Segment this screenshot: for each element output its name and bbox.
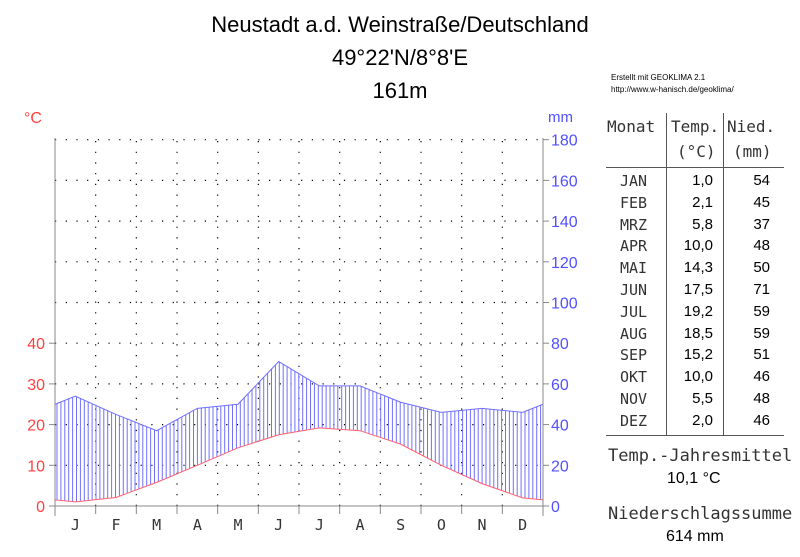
row-temp: 15,2: [683, 346, 713, 364]
row-prec: 48: [753, 390, 770, 407]
right-tick-label: 160: [551, 173, 578, 190]
right-tick-label: 60: [551, 377, 569, 394]
row-month: JUL: [620, 302, 648, 321]
row-temp: 5,8: [692, 215, 713, 233]
row-temp: 5,5: [692, 390, 713, 407]
row-temp: 2,1: [692, 193, 713, 211]
row-month: FEB: [620, 193, 648, 212]
row-prec: 59: [753, 302, 770, 320]
row-prec: 46: [753, 368, 770, 386]
annual-prec-label: Niederschlagssumme: [608, 504, 793, 524]
left-tick-label: 30: [27, 377, 45, 394]
right-tick-label: 140: [551, 214, 578, 231]
right-tick-label: 40: [551, 418, 569, 435]
table-divider: [723, 113, 724, 435]
row-temp: 14,3: [683, 259, 713, 277]
row-month: JUN: [620, 281, 648, 299]
annual-prec-value: 614 mm: [666, 528, 724, 545]
left-tick-label: 10: [27, 458, 45, 475]
header-prec: Nied.: [727, 117, 776, 136]
station-name: Neustadt a.d. Weinstraße/Deutschland: [211, 12, 589, 37]
month-label: F: [111, 516, 120, 534]
right-axis-unit: mm: [548, 109, 573, 126]
month-label: M: [152, 516, 161, 534]
credit-url: http://www.w-hanisch.de/geoklima/: [611, 85, 734, 94]
month-label: J: [315, 516, 324, 534]
left-axis-unit: °C: [24, 110, 42, 127]
month-label: D: [518, 516, 527, 534]
row-month: APR: [620, 237, 648, 256]
month-label: A: [193, 516, 202, 534]
right-tick-label: 100: [551, 296, 578, 313]
row-prec: 71: [753, 281, 770, 298]
row-prec: 54: [753, 172, 770, 189]
month-label: N: [477, 516, 486, 534]
header-temp-unit: (°C): [677, 142, 716, 161]
row-prec: 46: [753, 411, 770, 429]
station-coordinates: 49°22'N/8°8'E: [331, 45, 469, 70]
row-prec: 50: [753, 259, 770, 277]
month-label: O: [437, 516, 446, 534]
right-tick-label: 180: [551, 133, 578, 150]
precipitation-line: [54, 360, 544, 432]
row-month: AUG: [620, 324, 648, 343]
left-tick-label: 20: [27, 418, 45, 435]
row-month: DEZ: [620, 411, 648, 430]
table-divider: [666, 113, 667, 435]
table-divider: [606, 167, 784, 168]
row-prec: 45: [753, 193, 770, 211]
month-label: M: [233, 516, 242, 534]
row-temp: 19,2: [683, 302, 713, 320]
month-label: A: [355, 516, 364, 534]
row-temp: 17,5: [683, 281, 713, 298]
row-month: SEP: [620, 346, 648, 365]
left-tick-label: 40: [27, 336, 45, 353]
annual-temp-label: Temp.-Jahresmittel: [608, 446, 793, 466]
row-month: MAI: [620, 259, 648, 278]
row-temp: 18,5: [683, 324, 713, 342]
row-temp: 1,0: [692, 172, 713, 189]
row-temp: 10,0: [683, 237, 713, 255]
right-tick-label: 0: [551, 499, 560, 516]
right-tick-label: 120: [551, 255, 578, 272]
temperature-line: [54, 427, 544, 503]
credit-software: Erstellt mit GEOKLIMA 2.1: [611, 73, 706, 82]
row-month: NOV: [620, 390, 648, 408]
annual-temp-value: 10,1 °C: [667, 470, 721, 487]
row-prec: 37: [753, 215, 770, 233]
header-prec-unit: (mm): [733, 142, 772, 161]
month-label: J: [71, 516, 80, 534]
row-temp: 2,0: [692, 411, 713, 429]
station-elevation: 161m: [372, 78, 428, 103]
left-tick-label: 0: [36, 499, 45, 516]
row-month: MRZ: [620, 215, 648, 234]
row-month: OKT: [620, 368, 648, 387]
month-label: S: [396, 516, 405, 534]
row-prec: 59: [753, 324, 770, 342]
header-temp: Temp.: [671, 117, 720, 136]
row-prec: 48: [753, 237, 770, 255]
right-tick-label: 80: [551, 336, 569, 353]
right-tick-label: 20: [551, 458, 569, 475]
row-month: JAN: [620, 172, 648, 190]
table-divider: [606, 435, 784, 436]
month-label: J: [274, 516, 283, 534]
row-temp: 10,0: [683, 368, 713, 386]
row-prec: 51: [753, 346, 770, 364]
header-month: Monat: [607, 117, 656, 136]
